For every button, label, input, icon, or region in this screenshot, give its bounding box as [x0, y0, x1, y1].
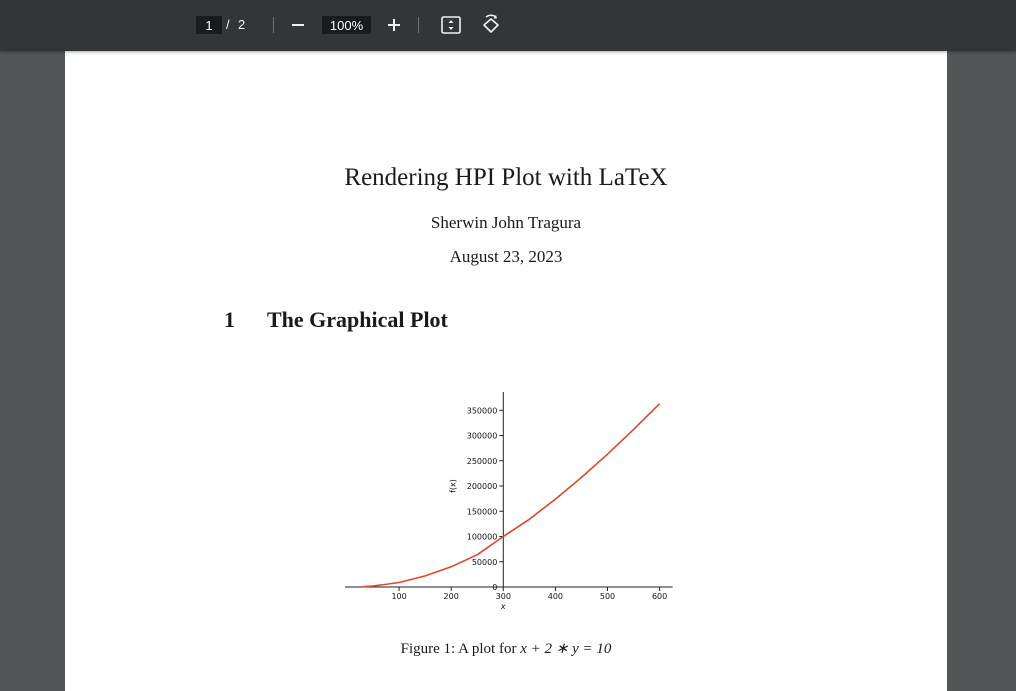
y-tick-label: 0 — [492, 583, 497, 592]
document-author: Sherwin John Tragura — [430, 213, 582, 232]
y-tick-label: 150000 — [467, 507, 498, 516]
page-total: 2 — [238, 17, 246, 32]
fit-to-page-button[interactable] — [440, 14, 462, 36]
y-axis-label: f(x) — [448, 479, 457, 493]
page-separator: / — [226, 17, 230, 32]
zoom-out-button[interactable] — [287, 12, 309, 38]
hpi-plot: 100 200 300 400 500 600 0 50000 100000 150000 2000… — [345, 392, 673, 611]
section-number: 1 — [224, 307, 235, 332]
y-tick-label: 200000 — [467, 482, 498, 491]
toolbar-divider — [273, 17, 274, 33]
minus-icon — [292, 24, 304, 26]
document-date: August 23, 2023 — [449, 247, 563, 266]
section-title: The Graphical Plot — [267, 307, 448, 332]
figure-caption: Figure 1: A plot for x + 2 ∗ y = 10 — [65, 639, 947, 658]
y-tick-label: 300000 — [467, 432, 498, 441]
page-number-input[interactable] — [196, 16, 222, 34]
x-tick-label: 600 — [652, 592, 667, 601]
zoom-in-button[interactable] — [383, 12, 405, 38]
x-tick-label: 100 — [391, 592, 406, 601]
y-tick-label: 350000 — [467, 406, 498, 415]
pdf-toolbar: / 2 — [0, 0, 1016, 51]
y-tick-label: 250000 — [467, 457, 498, 466]
rotate-button[interactable] — [479, 13, 503, 37]
x-axis-label: x — [500, 602, 506, 611]
x-tick-label: 400 — [548, 592, 563, 601]
rotate-icon — [483, 14, 499, 33]
zoom-level-input[interactable] — [322, 16, 371, 34]
x-tick-label: 200 — [444, 592, 459, 601]
series-line — [362, 403, 661, 588]
document-title: Rendering HPI Plot with LaTeX — [344, 164, 668, 191]
plus-icon — [388, 19, 400, 31]
caption-math: x + 2 ∗ y = 10 — [520, 641, 612, 657]
x-tick-label: 300 — [496, 592, 511, 601]
x-tick-label: 500 — [600, 592, 615, 601]
pdf-page: Rendering HPI Plot with LaTeX Sherwin Jo… — [65, 51, 947, 691]
toolbar-divider — [418, 17, 419, 33]
fit-to-page-icon — [441, 16, 461, 34]
caption-text: Figure 1: A plot for — [400, 641, 521, 657]
y-tick-label: 50000 — [472, 558, 497, 567]
y-tick-label: 100000 — [467, 533, 498, 542]
